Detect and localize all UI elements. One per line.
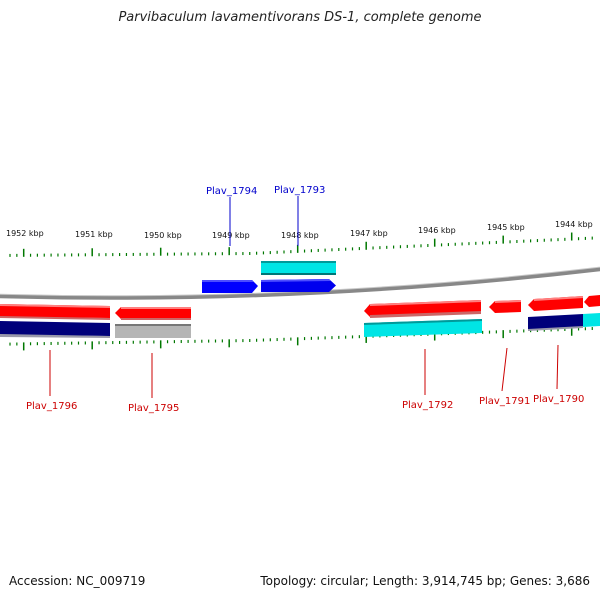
gene-plav-1791[interactable] [489,300,521,313]
tick-label-1945: 1945 kbp [487,223,525,232]
gene-label-plav-1795[interactable]: Plav_1795 [128,403,179,414]
gene-plav-1793[interactable] [261,279,336,292]
gene-label-plav-1792[interactable]: Plav_1792 [402,400,453,411]
tick-label-1946: 1946 kbp [418,226,456,235]
gene-label-plav-1790[interactable]: Plav_1790 [533,394,584,405]
gene-plav-1792[interactable] [364,300,481,318]
gene-plav-1795[interactable] [115,307,191,320]
gene-label-plav-1791[interactable]: Plav_1791 [479,396,530,407]
tick-label-1952: 1952 kbp [6,229,44,238]
gene-plav-1793-feature[interactable] [261,261,336,275]
tick-label-1948: 1948 kbp [281,231,319,240]
tick-label-1949: 1949 kbp [212,231,250,240]
gene-plav-1790-feature[interactable] [528,313,600,331]
genome-title: Parvibaculum lavamentivorans DS-1, compl… [118,10,482,25]
accession-text: Accession: NC_009719 [9,574,146,588]
genome-backbone [0,267,600,300]
gene-plav-1796[interactable] [0,304,110,320]
gene-plav-1795-feature[interactable] [115,324,191,338]
tick-label-1951: 1951 kbp [75,230,113,239]
gene-plav-1792-feature[interactable] [364,319,482,337]
gene-label-plav-1794[interactable]: Plav_1794 [206,186,257,197]
tick-label-1950: 1950 kbp [144,231,182,240]
tick-label-1944: 1944 kbp [555,220,593,229]
upper-tick-row [9,232,593,257]
gene-plav-1790[interactable] [528,295,600,311]
topology-text: Topology: circular; Length: 3,914,745 bp… [260,574,590,588]
gene-plav-1794[interactable] [202,280,258,293]
leader-lines [49,196,559,398]
gene-label-plav-1793[interactable]: Plav_1793 [274,185,325,196]
tick-label-1947: 1947 kbp [350,229,388,238]
gene-plav-1796-feature[interactable] [0,321,110,338]
gene-label-plav-1796[interactable]: Plav_1796 [26,401,77,412]
